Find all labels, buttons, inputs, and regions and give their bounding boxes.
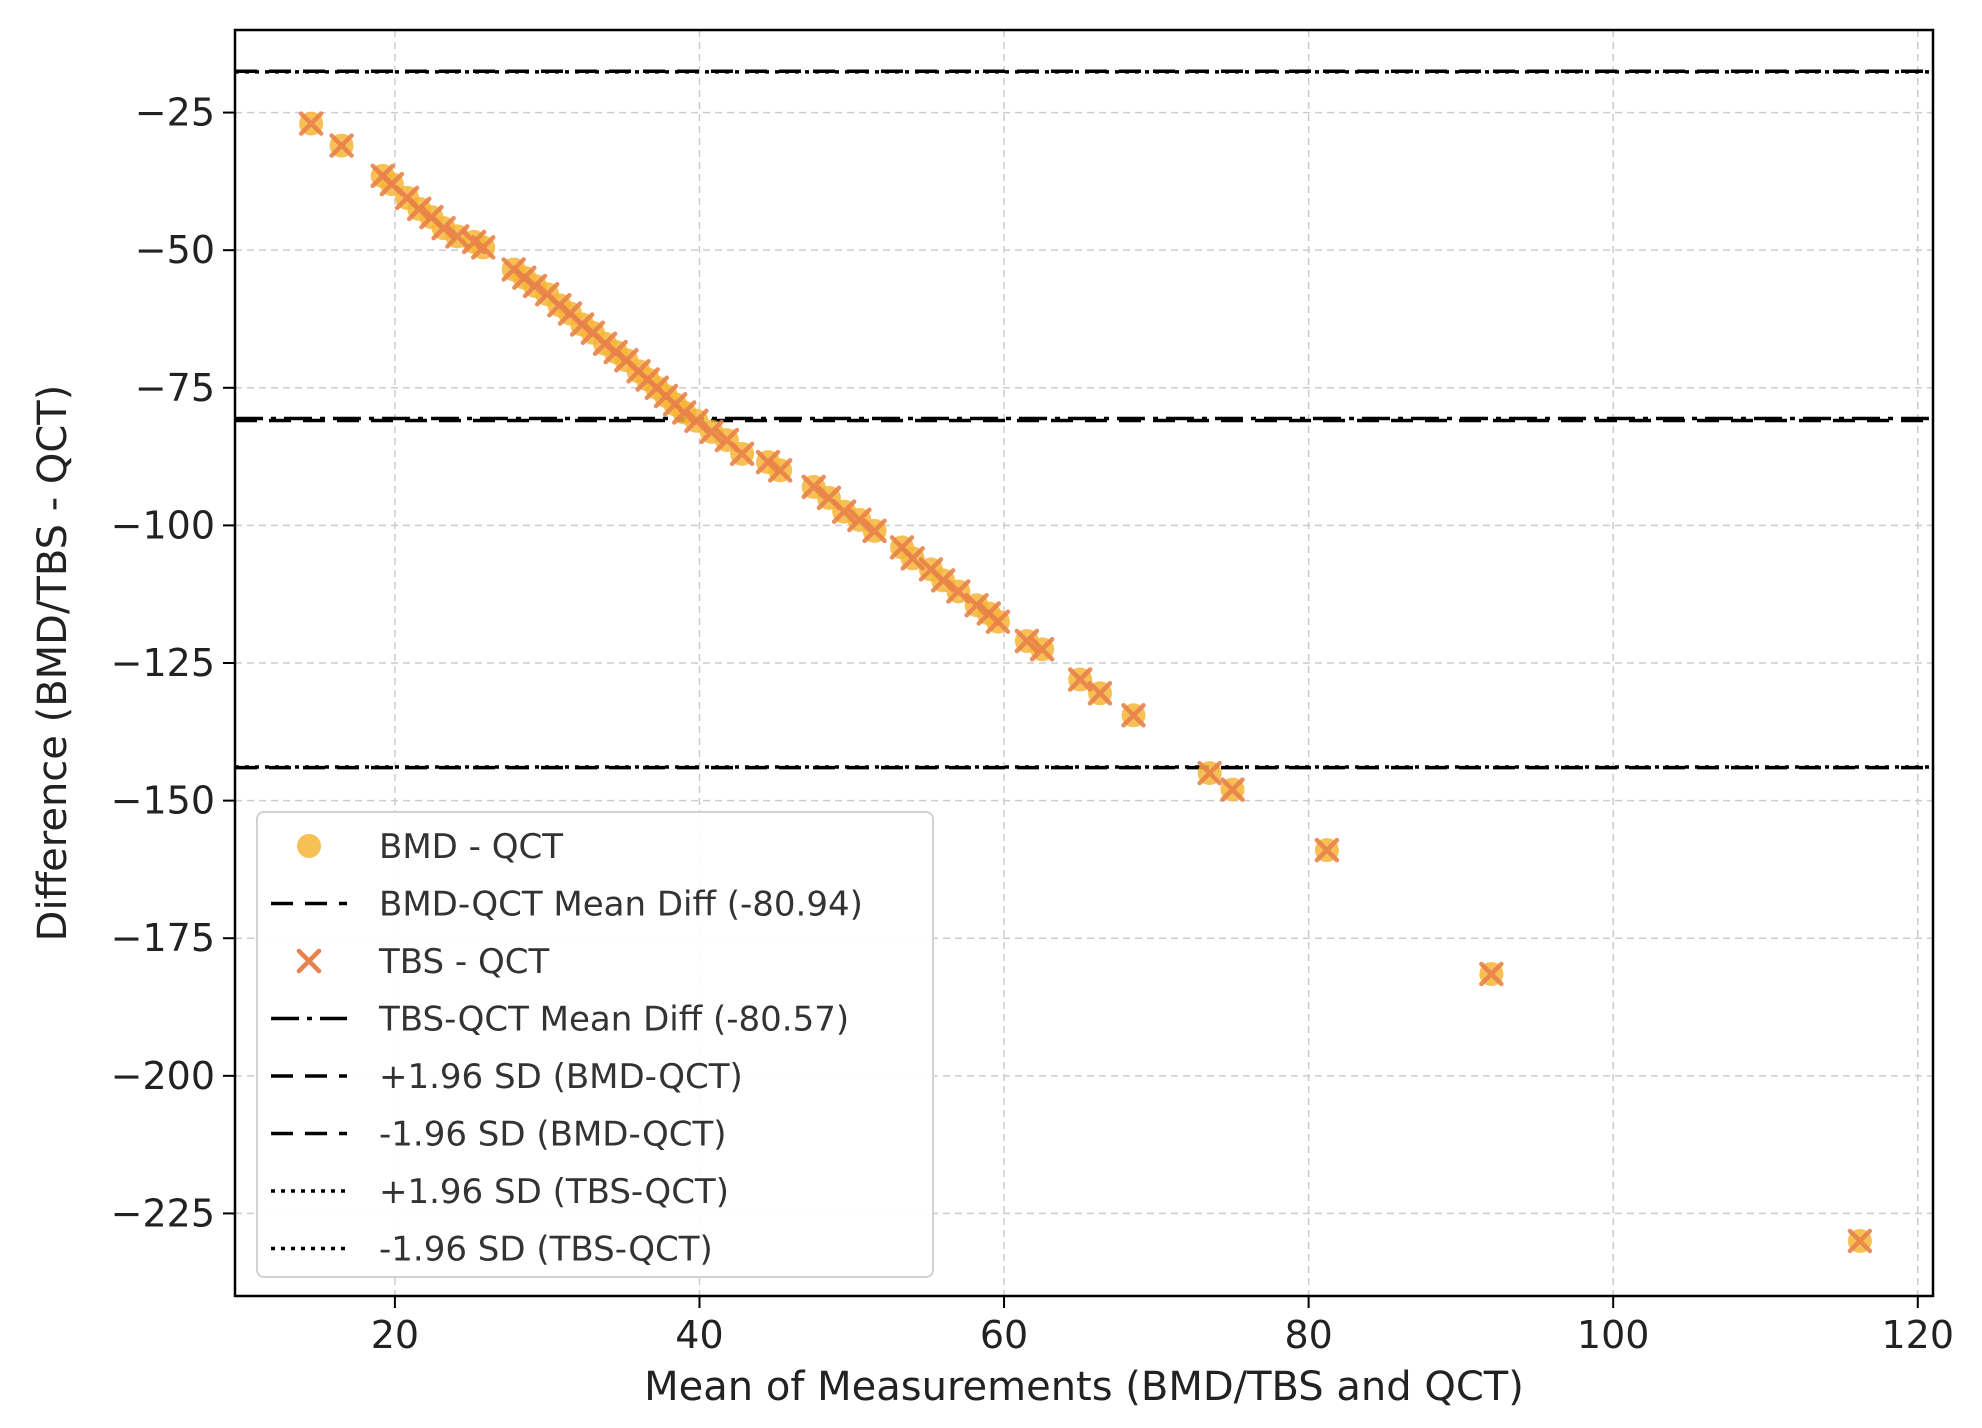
y-axis-label: Difference (BMD/TBS - QCT) — [30, 385, 76, 942]
tbs-qct-point — [1220, 777, 1245, 802]
y-tick-label: −175 — [111, 916, 215, 960]
tbs-qct-point — [985, 609, 1011, 634]
x-tick-label: 40 — [675, 1313, 723, 1357]
tbs-qct-point — [1014, 628, 1040, 654]
tbs-qct-point — [1847, 1228, 1873, 1254]
y-tick-label: −75 — [135, 366, 215, 410]
x-tick-label: 60 — [980, 1313, 1028, 1357]
legend-label: TBS-QCT Mean Diff (-80.57) — [378, 1000, 849, 1040]
reference-lines — [235, 69, 1933, 770]
tbs-qct-point — [431, 215, 456, 241]
x-tick-label: 20 — [371, 1313, 419, 1357]
legend-box — [256, 811, 934, 1278]
x-tick-label: 100 — [1577, 1313, 1650, 1357]
y-tick-label: −150 — [111, 779, 215, 823]
legend-label: +1.96 SD (TBS-QCT) — [379, 1172, 729, 1212]
tbs-qct-point — [1121, 703, 1146, 728]
tbs-qct-point — [329, 133, 354, 158]
legend-label: -1.96 SD (TBS-QCT) — [379, 1230, 713, 1270]
legend-label: BMD-QCT Mean Diff (-80.94) — [379, 885, 863, 925]
x-axis-ticks: 20 40 60 80 100 120 — [371, 1296, 1954, 1357]
legend: BMD - QCT BMD-QCT Mean Diff (-80.94) TBS -… — [256, 811, 934, 1278]
tbs-qct-point — [767, 458, 793, 483]
tbs-qct-point — [1197, 760, 1222, 786]
tbs-qct-point — [699, 419, 724, 445]
tbs-qct-point — [1029, 636, 1055, 662]
y-tick-label: −125 — [111, 641, 215, 685]
tbs-qct-point — [684, 408, 709, 434]
legend-label: BMD - QCT — [379, 827, 563, 867]
tbs-qct-point — [964, 592, 989, 618]
tbs-qct-point — [1479, 961, 1504, 987]
tbs-qct-point — [1067, 667, 1093, 692]
y-tick-label: −100 — [111, 503, 215, 547]
tbs-qct-point — [729, 441, 755, 467]
y-tick-label: −225 — [111, 1191, 215, 1235]
tbs-qct-point — [1314, 837, 1340, 863]
legend-x-marker — [296, 948, 322, 974]
tbs-qct-point — [801, 474, 826, 500]
legend-label: +1.96 SD (BMD-QCT) — [379, 1057, 743, 1097]
legend-circle-marker — [297, 834, 321, 858]
tbs-qct-point — [862, 518, 887, 544]
tbs-qct-point — [407, 196, 432, 222]
tbs-qct-point — [847, 507, 872, 533]
tbs-qct-point — [831, 499, 857, 524]
tbs-qct-point — [900, 546, 925, 571]
y-tick-label: −50 — [135, 228, 215, 272]
y-axis-ticks: −25 −50 −75 −100 −125 −150 −175 −200 −225 — [111, 91, 235, 1235]
x-tick-label: 80 — [1284, 1313, 1332, 1357]
tbs-qct-point — [298, 111, 324, 136]
tbs-qct-point — [930, 568, 956, 593]
tbs-qct-point — [470, 235, 496, 260]
tbs-qct-point — [522, 273, 548, 299]
tbs-qct-point — [1087, 681, 1113, 706]
tbs-qct-point — [755, 449, 781, 475]
x-axis-label: Mean of Measurements (BMD/TBS and QCT) — [644, 1364, 1524, 1410]
tbs-qct-point — [946, 579, 971, 604]
tbs-qct-point — [671, 400, 697, 425]
tbs-qct-series — [298, 111, 1873, 1254]
legend-label: -1.96 SD (BMD-QCT) — [379, 1115, 727, 1155]
y-tick-label: −200 — [111, 1054, 215, 1098]
legend-label: TBS - QCT — [378, 942, 549, 982]
y-tick-label: −25 — [135, 91, 215, 135]
x-tick-label: 120 — [1882, 1313, 1955, 1357]
